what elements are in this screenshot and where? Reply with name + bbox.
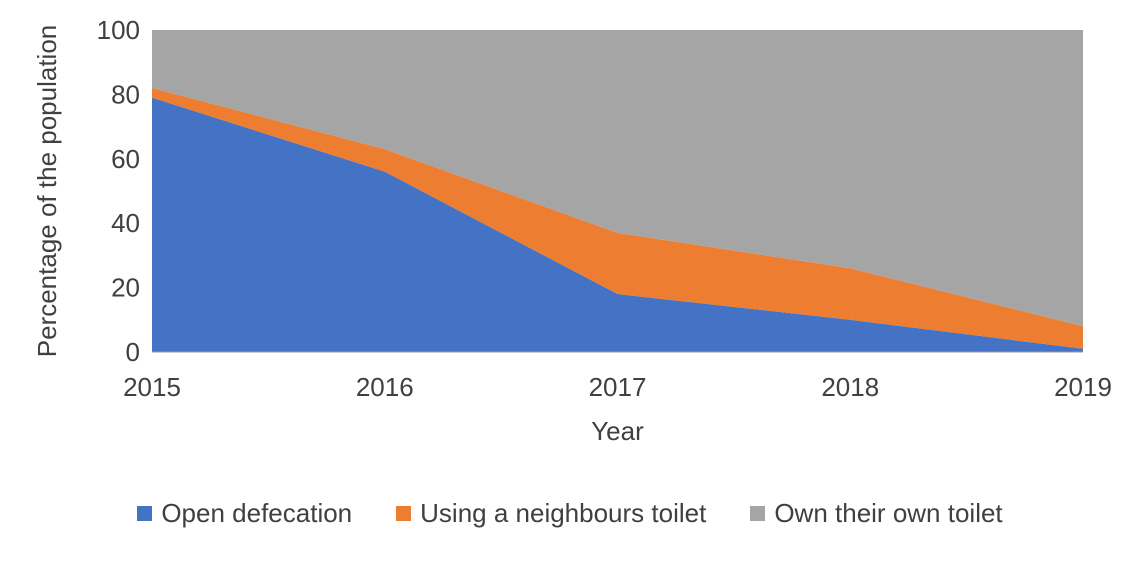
y-tick-label: 20: [111, 273, 140, 303]
chart-legend: Open defecation Using a neighbours toilet…: [0, 499, 1140, 528]
y-tick-label: 100: [97, 15, 140, 45]
x-tick-label: 2018: [821, 372, 879, 402]
legend-swatch: [396, 505, 412, 521]
x-axis-title: Year: [591, 416, 644, 446]
area-using-a-neighbours-toilet: [152, 87, 1083, 349]
legend-label: Using a neighbours toilet: [420, 498, 707, 528]
chart-canvas: 0 20 40 60 80 100 2015 2016 2017 2018 2019 Year Perc…: [32, 15, 1112, 446]
legend-label: Own their own toilet: [774, 498, 1003, 528]
legend-swatch: [137, 505, 153, 521]
legend-label: Open defecation: [161, 498, 353, 528]
legend-swatch: [750, 505, 766, 521]
legend-item-own-their-own-toilet: Own their own toilet: [750, 498, 1003, 528]
x-tick-label: 2015: [123, 372, 181, 402]
y-axis-title: Percentage of the population: [32, 25, 62, 357]
y-tick-label: 0: [126, 337, 140, 367]
area-own-their-own-toilet: [152, 30, 1083, 327]
x-tick-label: 2016: [356, 372, 414, 402]
x-tick-label: 2019: [1054, 372, 1112, 402]
legend-item-using-a-neighbours-toilet: Using a neighbours toilet: [396, 499, 706, 528]
area-open-defecation: [152, 97, 1083, 353]
legend-item-open-defecation: Open defecation: [137, 499, 352, 528]
y-tick-label: 40: [111, 208, 140, 238]
y-tick-label: 80: [111, 79, 140, 109]
x-tick-label: 2017: [589, 372, 647, 402]
y-tick-label: 60: [111, 144, 140, 174]
